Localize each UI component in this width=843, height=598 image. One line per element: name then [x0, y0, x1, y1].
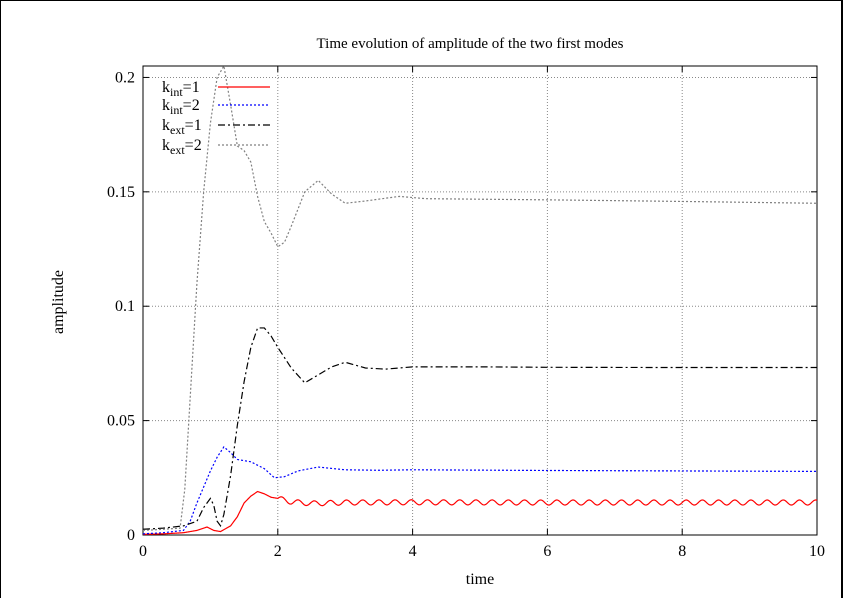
ticks: 0 2 4 6 8 10 0 0.05 0.1 0.15 0.2 [107, 66, 825, 560]
series-line-3 [143, 327, 817, 530]
x-tick-label: 8 [678, 543, 686, 560]
legend-label-3: kext=1 [162, 117, 202, 137]
x-tick-label: 6 [543, 543, 551, 560]
series-line-1 [143, 490, 817, 535]
legend-label-4: kext=2 [162, 137, 202, 157]
x-axis-label: time [466, 571, 494, 588]
y-tick-label: 0.1 [115, 298, 135, 315]
series-line-4 [143, 66, 817, 532]
series-layer [143, 66, 817, 535]
legend-label-1: kint=1 [162, 79, 200, 99]
plot-area [142, 65, 818, 536]
y-axis-label: amplitude [50, 270, 67, 334]
x-tick-label: 10 [809, 543, 825, 560]
y-tick-label: 0.05 [107, 413, 135, 430]
y-tick-label: 0 [127, 527, 135, 544]
x-tick-label: 0 [139, 543, 147, 560]
grid [143, 66, 817, 535]
y-tick-label: 0.2 [115, 69, 135, 86]
y-tick-label: 0.15 [107, 184, 135, 201]
legend-label-2: kint=2 [162, 97, 200, 117]
x-tick-label: 2 [274, 543, 282, 560]
x-tick-label: 4 [409, 543, 417, 560]
chart-title: Time evolution of amplitude of the two f… [317, 36, 624, 52]
series-line-2 [143, 446, 817, 535]
